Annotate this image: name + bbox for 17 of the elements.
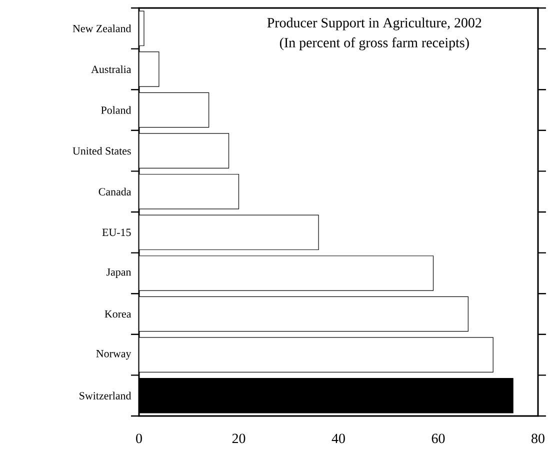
y-tick-label: Poland xyxy=(101,106,132,114)
y-tick-label: Norway xyxy=(96,350,132,360)
x-tick-label: 20 xyxy=(232,434,246,444)
y-tick-label: United States xyxy=(72,146,131,155)
y-tick-label: Australia xyxy=(91,65,132,74)
text: (In percent of gross farm receipts) xyxy=(280,37,469,50)
text: Producer Support in Agriculture, 2002 xyxy=(267,18,482,30)
y-tick-label: EU-15 xyxy=(102,228,131,236)
y-tick-label: Switzerland xyxy=(80,392,132,400)
x-tick-label: 40 xyxy=(332,434,345,444)
x-tick-label: 60 xyxy=(432,434,445,444)
y-tick-label: New Zealand xyxy=(72,24,132,32)
y-tick-label: Japan xyxy=(106,268,132,278)
x-tick-label: 80 xyxy=(532,434,544,444)
y-tick-label: Canada xyxy=(98,188,132,196)
y-tick-label: Korea xyxy=(104,310,132,318)
x-tick-label: 0 xyxy=(136,434,142,444)
